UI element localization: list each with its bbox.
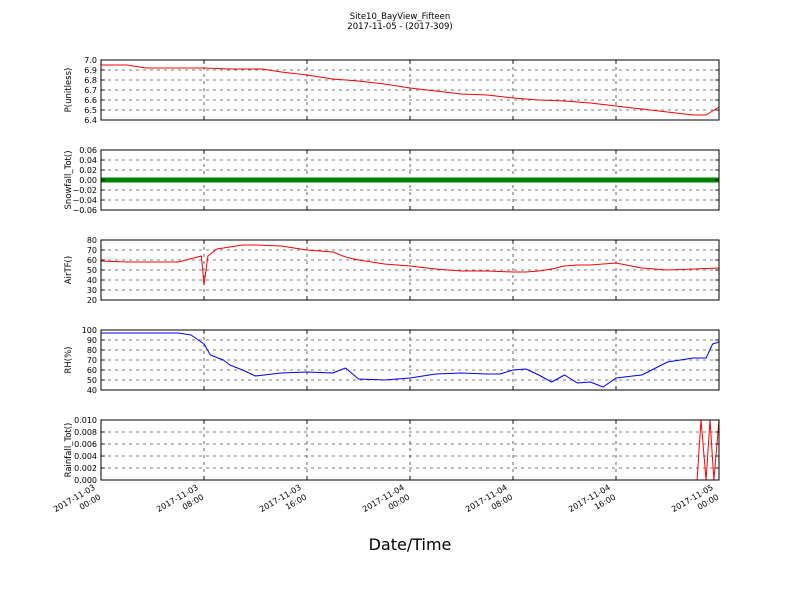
y-tick-label: 20 [87,296,97,305]
x-axis-label: Date/Time [369,535,452,554]
y-tick-label: 0.004 [74,452,97,461]
y-tick-label: 0.008 [74,428,97,437]
y-tick-label: 70 [87,356,97,365]
y-tick-label: 0.00 [79,176,97,185]
subplot-panels: 7.06.96.86.76.66.56.4 P(unitless) 0.060.04… [64,56,720,485]
y-tick-label: 50 [87,376,97,385]
y-tick-label: −0.02 [72,186,97,195]
chart-panel-2: 0.060.040.020.00−0.02−0.04−0.06Snowfall_… [64,146,720,215]
y-tick-label: 40 [87,386,97,395]
y-tick-label: 70 [87,246,97,255]
y-tick-label: 0.006 [74,440,97,449]
y-axis-label: Snowfall_Tot() [64,150,74,209]
y-tick-label: 6.7 [84,86,97,95]
y-axis-label: Rainfall_Tot() [64,423,74,478]
y-axis-label: RH(%) [64,346,74,373]
chart-panel-1: 7.06.96.86.76.66.56.4 P(unitless) [64,56,720,125]
y-axis-label: AirTF() [64,256,74,284]
y-tick-label: 60 [87,366,97,375]
y-tick-label: 0.010 [74,416,97,425]
y-tick-label: 30 [87,286,97,295]
y-tick-label: 7.0 [84,56,97,65]
y-tick-label: 80 [87,346,97,355]
y-tick-label: 0.06 [79,146,97,155]
series-line [101,64,720,116]
figure-subtitle: 2017-11-05 - (2017-309) [347,22,452,32]
y-tick-label: 60 [87,256,97,265]
figure-title: Site10_BayView_Fifteen [350,12,451,22]
y-tick-label: 90 [87,336,97,345]
y-tick-label: 50 [87,266,97,275]
y-tick-label: 0.04 [79,156,97,165]
y-axis-label: P(unitless) [64,68,74,113]
chart-panel-5: 0.010 0.008 0.006 0.004 0.002 0.000Rainfall_T… [64,416,720,485]
y-tick-label: 40 [87,276,97,285]
y-tick-label: 6.9 [84,66,97,75]
y-tick-label: 0.02 [79,166,97,175]
y-tick-label: −0.04 [72,196,97,205]
y-tick-label: 0.002 [74,464,97,473]
series-line [100,244,720,286]
y-tick-label: 6.8 [84,76,97,85]
y-tick-label: 0.000 [74,476,97,485]
series-line [101,332,720,388]
y-tick-label: 6.5 [84,106,97,115]
y-tick-label: 80 [87,236,97,245]
y-tick-label: 100 [82,326,97,335]
y-tick-label: 6.4 [84,116,97,125]
y-tick-label: 6.6 [84,96,97,105]
y-tick-label: −0.06 [72,206,97,215]
